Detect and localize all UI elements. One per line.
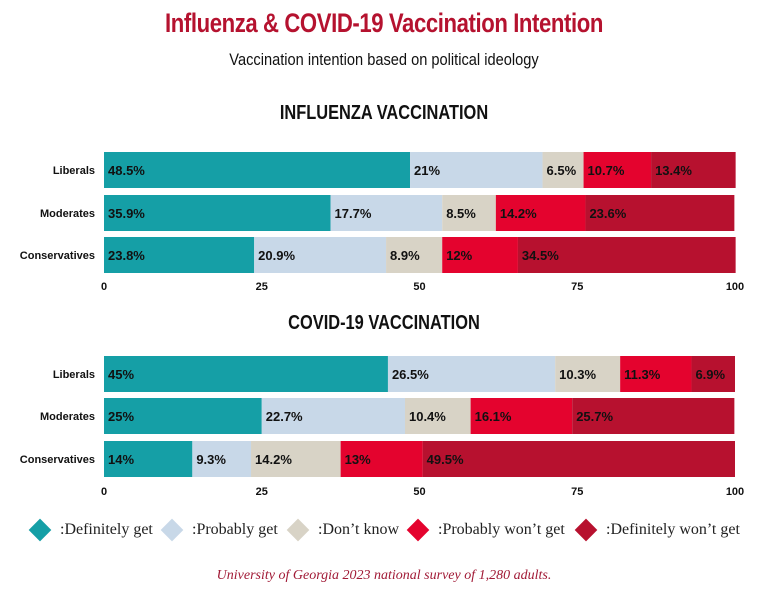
bar-moderates-definitely-wont-get [585, 195, 735, 231]
data-label-liberals-probably-get: 21% [414, 163, 440, 178]
data-label-liberals-definitely-wont-get: 13.4% [655, 163, 692, 178]
data-label-moderates-probably-get: 22.7% [266, 409, 303, 424]
bar-moderates-probably-wont-get [470, 398, 573, 434]
x-tick-0: 0 [101, 281, 107, 293]
data-label-conservatives-definitely-get: 23.8% [108, 248, 145, 263]
x-tick-0: 0 [101, 486, 107, 498]
source-note: University of Georgia 2023 national surv… [216, 568, 552, 583]
bar-moderates-probably-wont-get [495, 195, 586, 231]
category-label-moderates: Moderates [40, 411, 95, 423]
bar-liberals-probably-get [410, 152, 543, 188]
data-label-moderates-probably-wont-get: 14.2% [500, 206, 537, 221]
x-tick-75: 75 [571, 486, 583, 498]
bar-conservatives-definitely-wont-get [517, 237, 736, 273]
data-label-moderates-definitely-get: 25% [108, 409, 134, 424]
x-tick-50: 50 [413, 486, 425, 498]
legend-label-definitely-get: :Definitely get [60, 521, 153, 538]
legend-swatch-probably-wont-get [406, 518, 430, 542]
x-tick-100: 100 [726, 486, 744, 498]
bar-liberals-definitely-wont-get [651, 152, 736, 188]
legend-item-definitely-wont-get: :Definitely won’t get [574, 516, 740, 544]
bar-conservatives-probably-wont-get [442, 237, 518, 273]
category-label-conservatives: Conservatives [20, 250, 95, 262]
bar-liberals-definitely-get [104, 356, 388, 392]
data-label-moderates-definitely-get: 35.9% [108, 206, 145, 221]
bar-liberals-definitely-get [104, 152, 411, 188]
legend-item-probably-get: :Probably get [160, 516, 278, 544]
data-label-liberals-probably-get: 26.5% [392, 367, 429, 382]
legend-label-probably-get: :Probably get [192, 521, 278, 538]
bar-moderates-dont-know [442, 195, 496, 231]
data-label-moderates-definitely-wont-get: 25.7% [576, 409, 613, 424]
data-label-conservatives-dont-know: 8.9% [390, 248, 420, 263]
bar-liberals-probably-wont-get [583, 152, 652, 188]
bar-liberals-probably-get [387, 356, 556, 392]
bar-conservatives-dont-know [386, 237, 443, 273]
data-label-liberals-definitely-get: 45% [108, 367, 134, 382]
influenza-chart-title: INFLUENZA VACCINATION [279, 102, 489, 124]
legend: :Definitely get :Probably get :Don’t kno… [28, 516, 758, 546]
bar-conservatives-probably-get [192, 441, 252, 477]
data-label-liberals-definitely-wont-get: 6.9% [695, 367, 725, 382]
covid-chart-title: COVID-19 VACCINATION [288, 312, 480, 334]
data-label-liberals-probably-wont-get: 10.7% [588, 163, 625, 178]
data-label-liberals-dont-know: 6.5% [547, 163, 577, 178]
x-tick-75: 75 [571, 281, 583, 293]
bar-moderates-probably-get [261, 398, 405, 434]
category-label-liberals: Liberals [53, 165, 95, 177]
legend-item-probably-wont-get: :Probably won’t get [406, 516, 565, 544]
legend-label-probably-wont-get: :Probably won’t get [438, 521, 565, 538]
bar-liberals-dont-know [542, 152, 584, 188]
legend-item-definitely-get: :Definitely get [28, 516, 153, 544]
x-tick-100: 100 [726, 281, 744, 293]
bar-liberals-dont-know [555, 356, 621, 392]
bar-conservatives-definitely-get [104, 441, 193, 477]
x-tick-25: 25 [256, 281, 268, 293]
data-label-moderates-dont-know: 8.5% [446, 206, 476, 221]
data-label-conservatives-probably-get: 20.9% [258, 248, 295, 263]
legend-swatch-definitely-get [28, 518, 52, 542]
bar-liberals-definitely-wont-get [691, 356, 735, 392]
bar-moderates-definitely-wont-get [572, 398, 735, 434]
data-label-moderates-dont-know: 10.4% [409, 409, 446, 424]
bar-liberals-probably-wont-get [620, 356, 692, 392]
bar-conservatives-definitely-wont-get [422, 441, 735, 477]
data-label-conservatives-probably-wont-get: 12% [446, 248, 472, 263]
data-label-conservatives-probably-get: 9.3% [196, 452, 226, 467]
page-subtitle: Vaccination intention based on political… [229, 50, 539, 69]
data-label-liberals-dont-know: 10.3% [559, 367, 596, 382]
data-label-moderates-probably-get: 17.7% [335, 206, 372, 221]
data-label-liberals-definitely-get: 48.5% [108, 163, 145, 178]
bar-conservatives-definitely-get [104, 237, 255, 273]
category-label-conservatives: Conservatives [20, 454, 95, 466]
category-label-moderates: Moderates [40, 208, 95, 220]
bar-moderates-probably-get [330, 195, 443, 231]
legend-label-dont-know: :Don’t know [318, 521, 400, 538]
category-label-liberals: Liberals [53, 369, 95, 381]
bar-moderates-definitely-get [104, 195, 331, 231]
legend-item-dont-know: :Don’t know [286, 516, 399, 544]
data-label-moderates-probably-wont-get: 16.1% [475, 409, 512, 424]
legend-swatch-dont-know [286, 518, 310, 542]
bar-conservatives-probably-get [254, 237, 387, 273]
bar-conservatives-dont-know [251, 441, 341, 477]
bar-conservatives-probably-wont-get [340, 441, 423, 477]
data-label-conservatives-definitely-wont-get: 49.5% [427, 452, 464, 467]
covid-chart: Liberals 45% 26.5% 10.3% 11.3% 6.9% Moderates 2… [20, 356, 744, 498]
data-label-conservatives-definitely-get: 14% [108, 452, 134, 467]
x-tick-50: 50 [413, 281, 425, 293]
page-title: Influenza & COVID-19 Vaccination Intenti… [165, 8, 603, 38]
legend-swatch-probably-get [160, 518, 184, 542]
influenza-chart: Liberals 48.5% 21% 6.5% 10.7% 13.4% Moderates 3… [20, 152, 744, 293]
legend-swatch-definitely-wont-get [574, 518, 598, 542]
data-label-moderates-definitely-wont-get: 23.6% [589, 206, 626, 221]
x-tick-25: 25 [256, 486, 268, 498]
bar-moderates-dont-know [404, 398, 471, 434]
data-label-conservatives-probably-wont-get: 13% [345, 452, 371, 467]
bar-moderates-definitely-get [104, 398, 262, 434]
legend-label-definitely-wont-get: :Definitely won’t get [606, 521, 740, 538]
data-label-conservatives-definitely-wont-get: 34.5% [522, 248, 559, 263]
data-label-conservatives-dont-know: 14.2% [255, 452, 292, 467]
data-label-liberals-probably-wont-get: 11.3% [624, 367, 661, 382]
